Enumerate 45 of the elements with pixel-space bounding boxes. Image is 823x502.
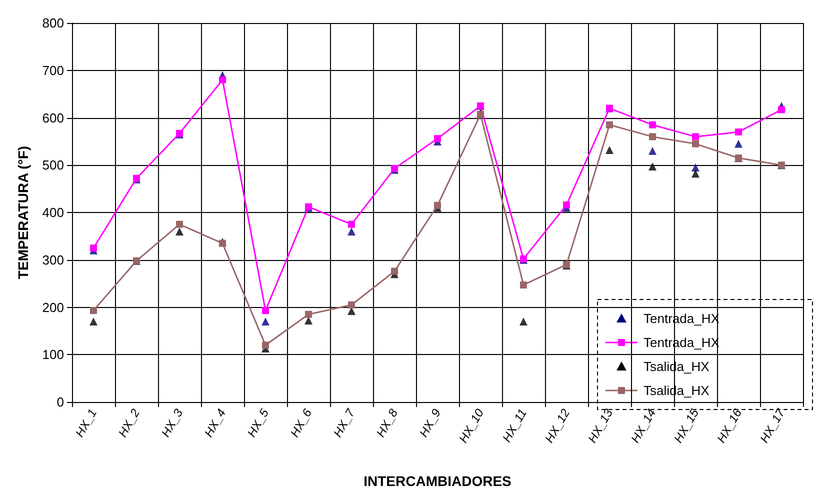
point — [520, 281, 527, 288]
y-tick-label: 0 — [56, 394, 64, 410]
point — [735, 128, 742, 136]
x-axis-title: INTERCAMBIADORES — [364, 473, 512, 489]
point — [90, 307, 97, 314]
y-tick-label: 100 — [42, 347, 64, 362]
y-tick-label: 700 — [42, 62, 64, 78]
point — [434, 202, 441, 209]
point — [262, 317, 270, 326]
point — [90, 317, 98, 326]
point — [520, 317, 528, 326]
point — [606, 146, 614, 154]
point — [348, 301, 355, 308]
point — [348, 220, 355, 228]
y-tick-label: 400 — [42, 205, 64, 220]
point — [434, 135, 441, 142]
point — [176, 220, 183, 228]
y-tick-label: 600 — [42, 110, 64, 126]
point — [692, 133, 699, 140]
point — [90, 244, 97, 252]
y-tick-label: 200 — [42, 300, 64, 315]
point — [692, 140, 699, 148]
point — [348, 227, 356, 236]
point — [262, 307, 269, 314]
point — [734, 140, 742, 148]
point — [692, 170, 700, 178]
point — [262, 342, 269, 349]
point — [606, 121, 613, 128]
point — [648, 162, 656, 171]
point — [305, 310, 312, 318]
point — [348, 307, 356, 316]
point — [778, 106, 785, 114]
point — [649, 133, 656, 140]
point — [304, 316, 312, 325]
y-tick-label: 800 — [42, 16, 64, 30]
point — [563, 201, 570, 208]
point — [391, 268, 398, 275]
point — [176, 227, 184, 236]
point — [649, 121, 656, 128]
point — [692, 163, 700, 172]
y-axis-title: TEMPERATURA (°F) — [15, 146, 31, 280]
point — [219, 76, 226, 84]
y-tick-label: 500 — [42, 158, 64, 173]
y-tick-label: 300 — [42, 252, 64, 268]
point — [648, 146, 656, 155]
